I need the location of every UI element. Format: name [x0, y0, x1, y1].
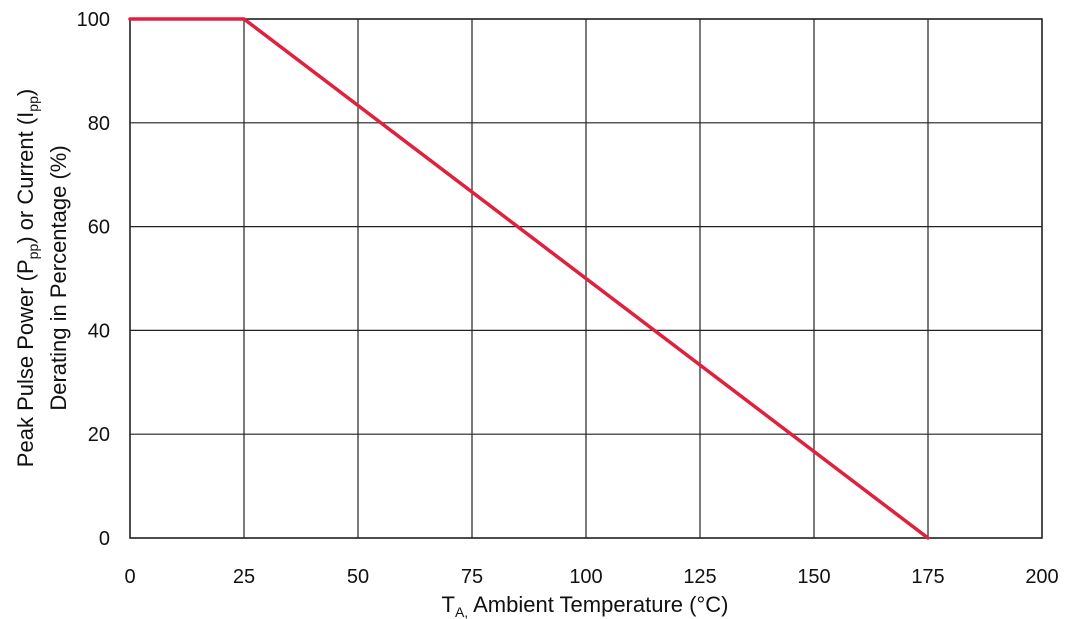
- x-tick-label: 175: [911, 566, 944, 588]
- y-tick-label: 80: [88, 113, 110, 135]
- x-tick-label: 50: [347, 566, 369, 588]
- y-axis-title-part2: ) or Current (I: [13, 112, 38, 244]
- y-axis-title-line2: Derating in Percentage (%): [46, 145, 71, 410]
- y-tick-label: 60: [88, 217, 110, 239]
- y-axis-title-sub2: pp: [25, 96, 41, 112]
- x-tick-label: 0: [124, 566, 135, 588]
- y-axis-title-part1: Peak Pulse Power (P: [13, 259, 38, 467]
- x-tick-label: 75: [461, 566, 483, 588]
- x-tick-label: 200: [1025, 566, 1058, 588]
- y-tick-label: 20: [88, 424, 110, 446]
- y-axis-title-line1: Peak Pulse Power (Ppp) or Current (Ipp): [13, 89, 41, 467]
- y-axis-title-sub1: pp: [25, 244, 41, 260]
- x-axis-title-subscript: A,: [455, 604, 468, 619]
- x-tick-label: 100: [569, 566, 602, 588]
- y-tick-label: 100: [77, 9, 110, 31]
- derating-curve: [128, 17, 930, 540]
- series-layer: [128, 17, 930, 540]
- x-axis-title-rest: Ambient Temperature (°C): [468, 592, 728, 617]
- y-tick-label: 40: [88, 320, 110, 342]
- y-axis-title-part3: ): [13, 89, 38, 96]
- x-tick-label: 125: [683, 566, 716, 588]
- x-axis-title-main: T: [442, 592, 455, 617]
- x-tick-label: 25: [233, 566, 255, 588]
- x-axis-title: TA, Ambient Temperature (°C): [442, 592, 729, 619]
- x-tick-label: 150: [797, 566, 830, 588]
- y-tick-label: 0: [99, 528, 110, 550]
- x-axis-ticks: 0 25 50 75 100 125 150 175 200: [124, 566, 1058, 588]
- plot-frame: [129, 18, 1043, 539]
- y-axis-ticks: 0 20 40 60 80 100: [77, 9, 110, 550]
